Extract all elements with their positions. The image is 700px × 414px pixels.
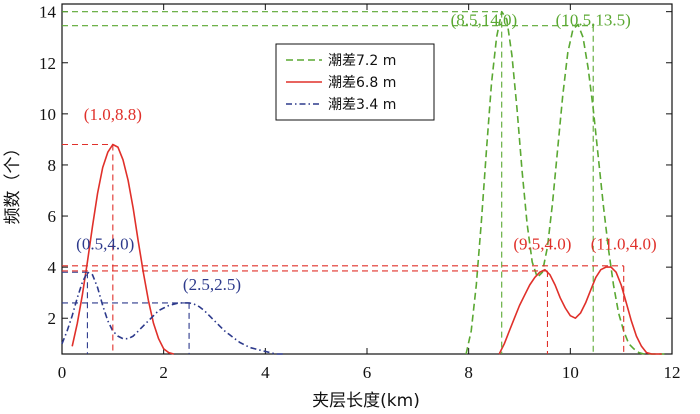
x-tick-label: 2 (159, 363, 168, 382)
series-line-2 (71, 143, 662, 355)
x-axis-title: 夹层长度(km) (312, 391, 420, 411)
annotation-label: (8.5,14.0) (451, 11, 518, 30)
x-tick-label: 8 (464, 363, 473, 382)
series-line-3 (61, 271, 286, 355)
legend: 潮差7.2 m 潮差6.8 m 潮差3.4 m (275, 43, 435, 121)
y-tick-label: 8 (48, 156, 57, 175)
y-tick-label: 12 (39, 54, 56, 73)
series-line-1 (465, 10, 665, 355)
x-tick-label: 10 (562, 363, 579, 382)
series-layer (61, 10, 665, 355)
x-tick-label: 0 (58, 363, 67, 382)
y-tick-label: 4 (48, 258, 57, 277)
axes: 0 2 4 6 8 10 12 2 4 6 8 10 12 14 (39, 3, 681, 382)
y-tick-label: 2 (48, 309, 57, 328)
y-tick-label: 6 (48, 207, 57, 226)
y-axis-title: 频数（个） (3, 140, 23, 225)
annotation-label: (1.0,8.8) (84, 105, 142, 124)
legend-label-3: 潮差3.4 m (328, 97, 396, 113)
legend-label-2: 潮差6.8 m (328, 75, 396, 91)
x-tick-label: 12 (664, 363, 681, 382)
legend-label-1: 潮差7.2 m (328, 53, 396, 69)
x-tick-label: 6 (363, 363, 372, 382)
y-tick-label: 10 (39, 105, 56, 124)
y-tick-label: 14 (39, 3, 57, 22)
annotation-label: (9.5,4.0) (513, 234, 571, 253)
x-tick-label: 4 (261, 363, 270, 382)
annotation-label: (11.0,4.0) (591, 234, 657, 253)
annotation-layer: (1.0,8.8) (0.5,4.0) (2.5,2.5) (8.5,14.0) (10… (62, 11, 657, 354)
annotation-label: (0.5,4.0) (76, 234, 134, 253)
annotation-label: (2.5,2.5) (183, 275, 241, 294)
annotation-label: (10.5,13.5) (556, 11, 631, 30)
